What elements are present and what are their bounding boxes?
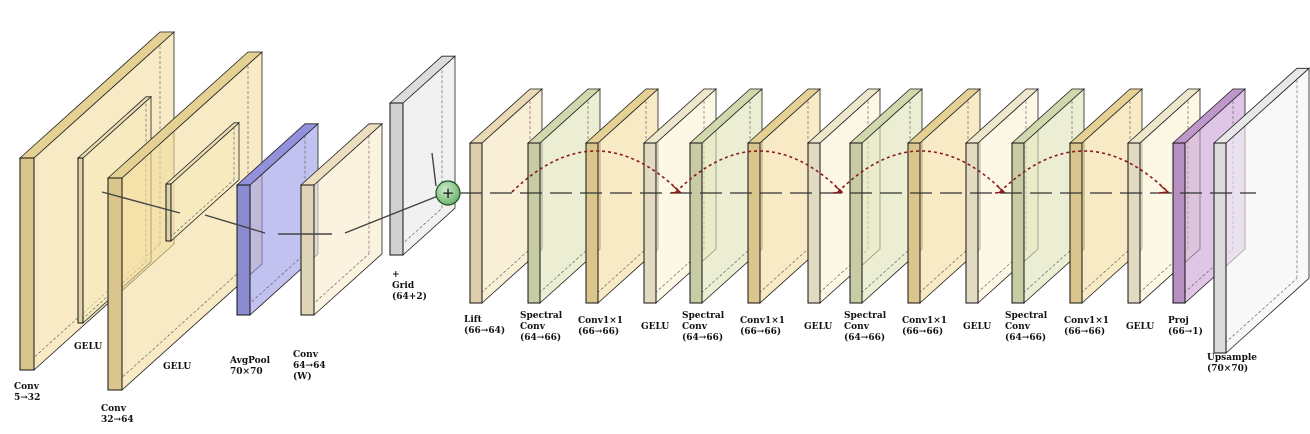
flow-line — [344, 195, 439, 234]
layer-label: GELU — [163, 362, 191, 372]
skip-arc-arrowhead — [994, 185, 1006, 194]
layer-front-face — [236, 184, 251, 316]
layer-9-spectral — [526, 88, 602, 304]
skip-arc — [511, 150, 681, 193]
skip-arc — [999, 150, 1169, 193]
skip-arc — [675, 150, 843, 193]
layer-hidden-edge — [527, 248, 589, 304]
layer-front-face — [469, 142, 483, 304]
layer-label: GELU — [804, 322, 832, 332]
sum-node-circle — [435, 180, 461, 206]
layer-label: Conv1×1 (66→66) — [1064, 316, 1109, 337]
layer-22-upsample — [1212, 67, 1310, 354]
data-flow-lines — [101, 152, 1256, 235]
layer-label: AvgPool 70×70 — [229, 356, 271, 377]
layer-front-face — [389, 102, 404, 256]
skip-connection-arcs — [511, 150, 1170, 194]
layer-labels: Conv 5→32 GELU Conv 32→64 GELU AvgPool 70×70 Con… — [14, 270, 1257, 425]
layer-16-conv1-1 — [906, 88, 982, 304]
layer-label: Proj (66→1) — [1168, 316, 1203, 337]
layer-hidden-edge — [469, 248, 531, 304]
layer-label: GELU — [1126, 322, 1154, 332]
layer-label: Conv 5→32 — [14, 382, 40, 403]
layer-10-conv1-1 — [584, 88, 660, 304]
layer-planes — [18, 31, 1310, 391]
layer-front-face — [300, 184, 315, 316]
layer-front-face — [77, 157, 84, 324]
layer-front-face — [747, 142, 761, 304]
layer-hidden-edge — [689, 248, 751, 304]
layer-label: Conv 32→64 — [101, 404, 134, 425]
layer-front-face — [1011, 142, 1025, 304]
layer-label: Spectral Conv (64→66) — [844, 311, 887, 343]
layer-label: Conv1×1 (66→66) — [902, 316, 947, 337]
layer-front-face — [1127, 142, 1141, 304]
layer-front-face — [165, 183, 172, 242]
layer-7-sum — [388, 55, 457, 256]
layer-front-face — [907, 142, 921, 304]
layer-hidden-edge — [1213, 278, 1298, 354]
flow-line — [204, 214, 266, 234]
layer-label: GELU — [641, 322, 669, 332]
layer-label: Conv1×1 (66→66) — [578, 316, 623, 337]
layer-13-conv1-1 — [746, 88, 822, 304]
layer-hidden-edge — [747, 248, 809, 304]
layer-label: Spectral Conv (64→66) — [682, 311, 725, 343]
layer-label: Conv 64→64 (W) — [293, 350, 326, 382]
layer-12-spectral — [688, 88, 764, 304]
sum-node-symbol: + — [442, 184, 455, 202]
skip-arc-arrowhead — [832, 185, 844, 194]
layer-front-face — [1213, 142, 1227, 354]
flow-line — [431, 152, 437, 187]
layer-label: GELU — [74, 342, 102, 352]
layer-label: Upsample (70×70) — [1207, 353, 1257, 374]
layer-hidden-edge — [1011, 248, 1073, 304]
layer-front-face — [1069, 142, 1083, 304]
layer-front-face — [689, 142, 703, 304]
layer-hidden-edge — [585, 248, 647, 304]
layer-6-conv — [299, 122, 384, 316]
layer-label: Spectral Conv (64→66) — [1005, 311, 1048, 343]
layer-front-face — [19, 157, 35, 371]
layer-hidden-edge — [907, 248, 969, 304]
layer-hidden-edge — [107, 263, 249, 391]
layer-label: Spectral Conv (64→66) — [520, 311, 563, 343]
layer-label: Lift (66→64) — [464, 315, 505, 336]
layer-15-spectral — [848, 88, 924, 304]
skip-arc-arrowhead — [670, 185, 682, 194]
layer-label: Conv1×1 (66→66) — [740, 316, 785, 337]
layer-front-face — [643, 142, 657, 304]
layer-front-face — [527, 142, 541, 304]
sum-node: + — [435, 180, 461, 206]
layer-front-face — [849, 142, 863, 304]
layer-4-gelu — [164, 121, 241, 242]
layer-front-face — [585, 142, 599, 304]
flow-line — [101, 191, 181, 214]
layer-hidden-edge — [1069, 248, 1131, 304]
layer-hidden-edge — [165, 179, 235, 242]
layer-hidden-edge — [849, 248, 911, 304]
layer-label: GELU — [963, 322, 991, 332]
layer-19-conv1-1 — [1068, 88, 1144, 304]
layer-front-face — [1172, 142, 1186, 304]
skip-arc-arrowhead — [1158, 185, 1170, 194]
skip-arc — [837, 150, 1005, 193]
layer-front-face — [807, 142, 821, 304]
layer-front-face — [107, 177, 123, 391]
layer-label: + Grid (64+2) — [392, 270, 427, 302]
layer-front-face — [965, 142, 979, 304]
layer-8-lift — [468, 88, 544, 304]
